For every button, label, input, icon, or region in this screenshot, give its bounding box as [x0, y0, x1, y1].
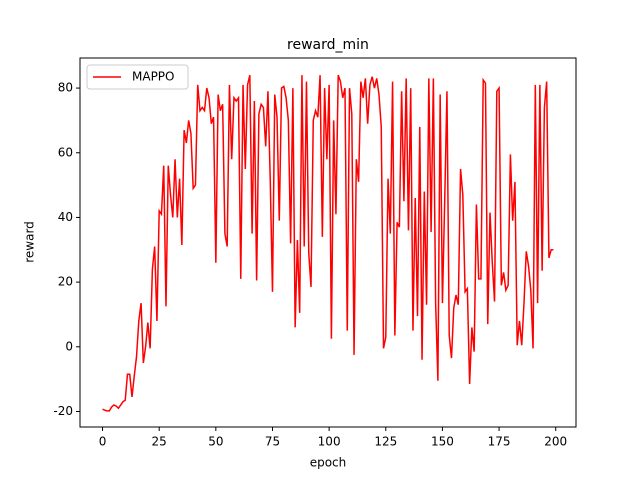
x-tick-label: 25	[152, 435, 167, 449]
legend-box	[86, 64, 189, 90]
x-tick-label: 100	[318, 435, 341, 449]
y-tick-label: 40	[58, 210, 73, 224]
x-tick-label: 150	[431, 435, 454, 449]
x-tick-label: 75	[265, 435, 280, 449]
x-tick-label: 50	[208, 435, 223, 449]
legend-label: MAPPO	[132, 70, 174, 84]
x-tick-label: 125	[374, 435, 397, 449]
x-tick-label: 175	[488, 435, 511, 449]
y-tick-label: -20	[53, 404, 73, 418]
y-axis-label: reward	[23, 221, 37, 263]
x-tick-label: 0	[99, 435, 107, 449]
y-tick-label: 0	[65, 339, 73, 353]
x-tick-label: 200	[544, 435, 567, 449]
y-tick-label: 20	[58, 275, 73, 289]
x-axis-label: epoch	[310, 456, 347, 470]
axes-frame	[79, 57, 577, 428]
y-tick-label: 60	[58, 145, 73, 159]
chart-title: reward_min	[287, 37, 369, 53]
data-line	[102, 74, 554, 412]
y-tick-label: 80	[58, 81, 73, 95]
